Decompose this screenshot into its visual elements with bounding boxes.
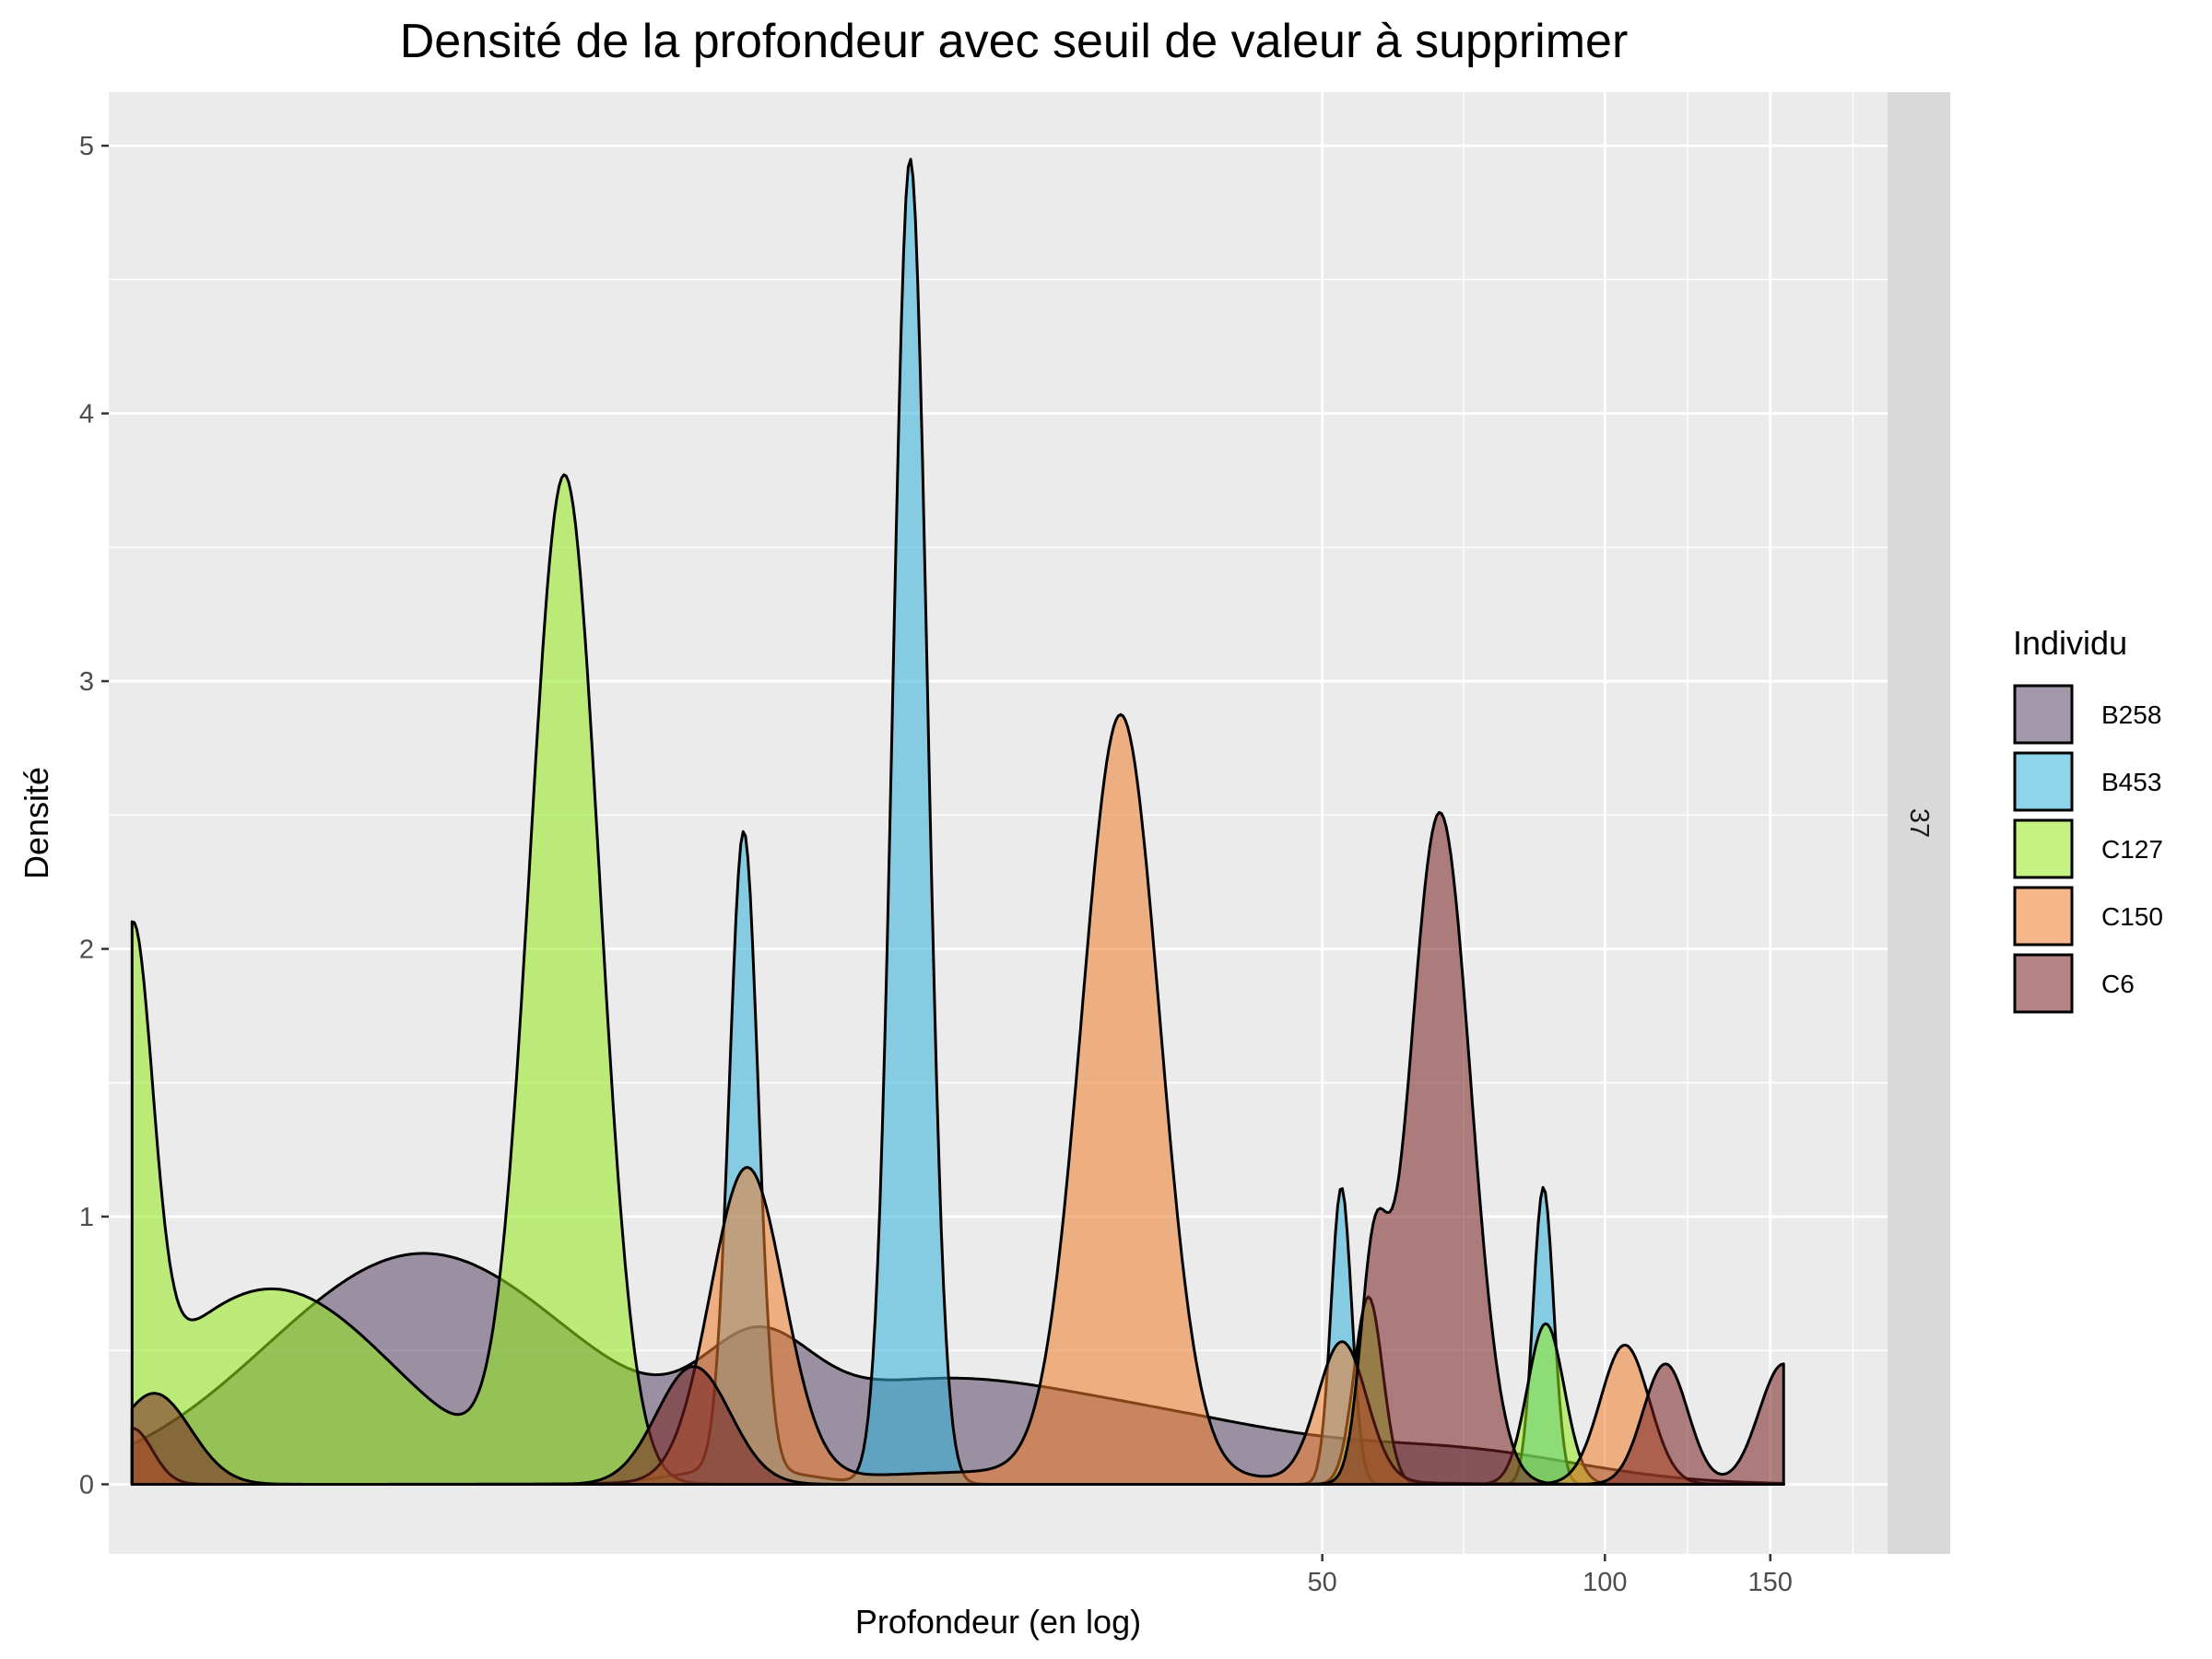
axis-ticks: 0 1 2 3 4 5 50 100 150 bbox=[79, 132, 1793, 1597]
facet-strip bbox=[1888, 92, 1950, 1554]
y-tick-label: 1 bbox=[79, 1203, 94, 1232]
y-tick-label: 4 bbox=[79, 400, 94, 429]
y-tick-label: 0 bbox=[79, 1470, 94, 1500]
facet-strip-label: 37 bbox=[1904, 808, 1934, 838]
legend-swatch-c6 bbox=[2013, 953, 2074, 1014]
legend-label-c127: C127 bbox=[2101, 835, 2163, 864]
legend-swatch-c127 bbox=[2013, 818, 2074, 879]
y-axis-title: Densité bbox=[18, 767, 55, 879]
y-tick-label: 2 bbox=[79, 935, 94, 965]
y-tick-label: 5 bbox=[79, 132, 94, 161]
legend-title: Individu bbox=[2013, 624, 2127, 662]
x-tick-label: 150 bbox=[1748, 1568, 1793, 1597]
x-axis-title: Profondeur (en log) bbox=[855, 1603, 1141, 1641]
legend-label-b258: B258 bbox=[2101, 700, 2161, 729]
legend-label-c150: C150 bbox=[2101, 902, 2163, 931]
legend-swatch-b453 bbox=[2013, 751, 2074, 812]
density-areas bbox=[130, 158, 1785, 1486]
chart-title: Densité de la profondeur avec seuil de v… bbox=[400, 15, 1629, 68]
x-tick-label: 50 bbox=[1308, 1568, 1337, 1597]
legend: Individu B258 B453 C127 C150 C6 bbox=[2013, 624, 2163, 1014]
legend-label-c6: C6 bbox=[2101, 970, 2135, 998]
x-tick-label: 100 bbox=[1583, 1568, 1627, 1597]
legend-swatch-b258 bbox=[2013, 684, 2074, 745]
grid-lines bbox=[109, 92, 1888, 1554]
legend-swatch-c150 bbox=[2013, 886, 2074, 947]
density-area-c6 bbox=[130, 811, 1785, 1486]
legend-label-b453: B453 bbox=[2101, 768, 2161, 796]
y-tick-label: 3 bbox=[79, 667, 94, 697]
